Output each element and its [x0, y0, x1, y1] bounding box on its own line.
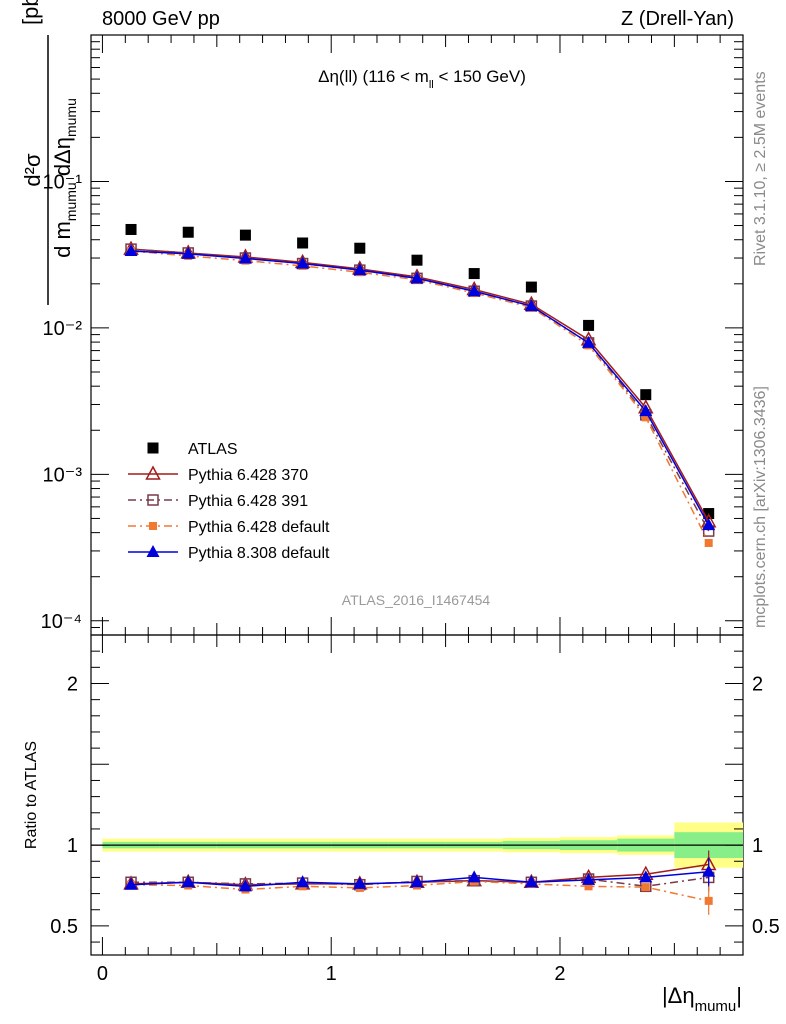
ratio-line	[131, 876, 709, 888]
legend-entry-1: Pythia 6.428 370	[128, 465, 308, 484]
ratio-point	[702, 864, 716, 877]
legend-label: ATLAS	[188, 441, 238, 458]
ratio-y-tick-label: 0.5	[50, 916, 78, 938]
data-point	[181, 246, 195, 259]
data-point	[524, 299, 538, 312]
main-y-axis-label: d²σ d mmumu dΔηmumu [pb/GeV]	[18, 0, 79, 305]
legend-entry-3: Pythia 6.428 default	[128, 519, 330, 536]
legend-label: Pythia 6.428 370	[188, 467, 308, 484]
legend-label: Pythia 6.428 391	[188, 493, 308, 510]
data-point	[525, 281, 537, 293]
ratio-y-axis-label: Ratio to ATLAS	[23, 741, 40, 849]
svg-text:d²σ: d²σ	[20, 153, 45, 187]
legend-marker	[145, 465, 161, 480]
ratio-uncertainty-bands	[91, 822, 743, 868]
svg-text:d mmumu dΔηmumu: d mmumu dΔηmumu	[50, 98, 79, 258]
ratio-series-3	[124, 857, 716, 892]
data-point	[239, 229, 251, 241]
data-point	[704, 538, 713, 547]
main-series-group	[123, 223, 717, 547]
data-point	[468, 268, 480, 280]
legend-marker	[149, 522, 157, 530]
x-tick-label: 1	[326, 963, 337, 985]
panel-title: Δη(ll) (116 < mll < 150 GeV)	[318, 67, 526, 91]
series-line	[130, 250, 710, 544]
data-point	[353, 263, 367, 276]
y-tick-label: 10⁻³	[43, 464, 83, 486]
legend-marker	[146, 545, 160, 557]
ratio-y-tick-label-right: 1	[752, 835, 763, 857]
data-point	[640, 389, 652, 401]
legend-label: Pythia 6.428 default	[188, 519, 330, 536]
data-point	[410, 271, 424, 284]
y-tick-label: 10⁻¹	[43, 171, 83, 193]
ratio-line	[131, 880, 709, 902]
analysis-id-label: ATLAS_2016_I1467454	[342, 592, 491, 608]
ratio-point	[704, 896, 713, 905]
ratio-point	[582, 872, 596, 885]
data-point	[583, 319, 595, 331]
y-tick-label: 10⁻²	[43, 318, 83, 340]
series-line	[130, 248, 710, 532]
data-point	[354, 242, 366, 254]
legend-entry-2: Pythia 6.428 391	[128, 493, 308, 510]
ratio-point	[124, 877, 138, 890]
y-tick-label: 10⁻⁴	[41, 611, 82, 633]
ratio-point	[353, 876, 367, 889]
data-point	[641, 413, 650, 422]
x-axis-label: |Δηmumu|	[662, 983, 742, 1015]
ratio-y-tick-label: 2	[67, 673, 78, 695]
data-point	[238, 251, 252, 264]
legend-label: Pythia 8.308 default	[188, 545, 330, 562]
x-tick-label: 0	[97, 963, 108, 985]
data-point	[467, 284, 481, 297]
svg-text:[pb/GeV]: [pb/GeV]	[18, 0, 43, 25]
ratio-y-tick-label-right: 2	[752, 673, 763, 695]
legend: ATLAS Pythia 6.428 370 Pythia 6.428 391 Pyt…	[128, 441, 330, 562]
legend-entry-0: ATLAS	[147, 441, 238, 458]
energy-label: 8000 GeV pp	[102, 8, 220, 30]
ratio-panel-frame	[90, 634, 744, 956]
data-point	[182, 226, 194, 238]
data-point	[297, 237, 309, 249]
legend-marker	[147, 442, 159, 454]
ratio-series-group	[123, 850, 717, 915]
ratio-point	[641, 883, 650, 892]
main-axis-ticks: 10⁻⁴ 10⁻³ 10⁻² 10⁻¹	[41, 34, 743, 636]
data-point	[702, 518, 716, 531]
data-point	[639, 404, 653, 417]
legend-entry-4: Pythia 8.308 default	[128, 545, 330, 562]
series-1	[123, 240, 717, 528]
process-label: Z (Drell-Yan)	[621, 8, 734, 30]
ratio-point	[639, 870, 653, 883]
ratio-point	[524, 875, 538, 888]
ratio-y-tick-label: 1	[67, 835, 78, 857]
ratio-y-tick-label-right: 0.5	[752, 916, 780, 938]
data-point	[124, 244, 138, 257]
ratio-point	[467, 870, 481, 883]
ratio-point	[296, 875, 310, 888]
legend-marker	[147, 494, 159, 506]
data-point	[411, 254, 423, 266]
ratio-point	[584, 882, 593, 891]
data-point	[296, 256, 310, 269]
ratio-axis-ticks: 0.5 0.5 1 1 2 2 0 1 2	[50, 635, 780, 985]
data-point	[125, 223, 137, 235]
x-tick-label: 2	[554, 963, 565, 985]
data-point	[582, 335, 596, 348]
ratio-point	[410, 875, 424, 888]
ratio-point	[238, 879, 252, 892]
series-4	[124, 244, 716, 531]
ratio-point	[181, 875, 195, 888]
